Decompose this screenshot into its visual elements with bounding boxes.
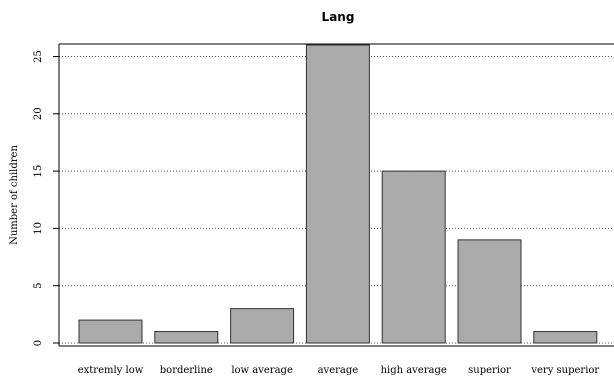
bar-high-average bbox=[381, 170, 446, 344]
chart-title: Lang bbox=[322, 10, 355, 24]
x-tick-label-very-superior: very superior bbox=[530, 365, 599, 376]
bar-superior bbox=[457, 239, 522, 344]
y-axis-ticks: 0 5 10 15 20 25 bbox=[33, 50, 59, 346]
x-tick-label-superior: superior bbox=[468, 365, 511, 376]
bar-low-average bbox=[230, 308, 295, 344]
y-tick-label-5: 5 bbox=[33, 283, 44, 289]
y-tick-label-20: 20 bbox=[33, 107, 44, 120]
bar-very-superior bbox=[533, 331, 598, 344]
x-tick-label-high-average: high average bbox=[381, 365, 447, 376]
bar-borderline bbox=[154, 331, 219, 344]
x-axis-labels: extremly low borderline low average average… bbox=[78, 365, 600, 376]
y-tick-label-0: 0 bbox=[33, 340, 44, 346]
x-tick-label-low-average: low average bbox=[231, 365, 293, 376]
y-tick-label-15: 15 bbox=[33, 165, 44, 178]
y-axis-label: Number of children bbox=[9, 145, 20, 245]
x-tick-label-average: average bbox=[318, 365, 359, 376]
x-tick-label-borderline: borderline bbox=[160, 365, 213, 376]
plot-frame bbox=[58, 43, 614, 347]
x-tick-label-extremly-low: extremly low bbox=[78, 365, 144, 376]
y-tick-label-25: 25 bbox=[33, 50, 44, 63]
bars bbox=[78, 44, 598, 344]
y-tick-label-10: 10 bbox=[33, 222, 44, 235]
bar-extremly-low bbox=[78, 319, 143, 344]
bar-average bbox=[305, 44, 370, 344]
